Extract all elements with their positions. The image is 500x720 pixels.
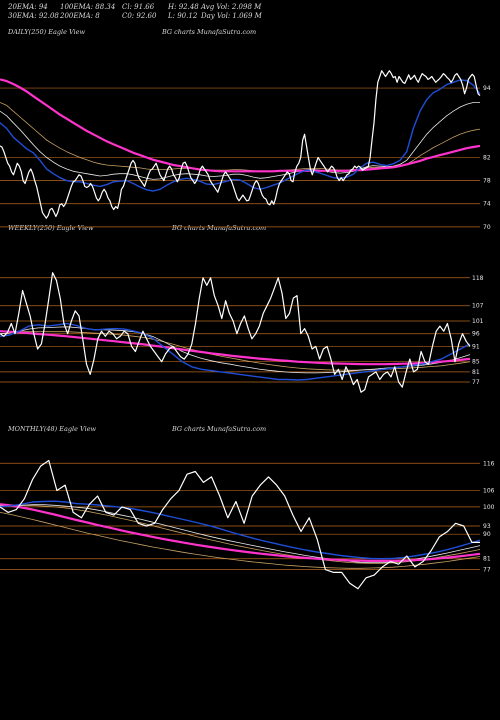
y-tick-label: 82: [483, 154, 491, 161]
daily-panel-label: DAILY(250) Eagle View: [8, 28, 86, 36]
y-tick-label: 107: [472, 303, 484, 310]
y-tick-label: 77: [472, 379, 480, 386]
series-line-ema-slow: [0, 78, 481, 173]
y-tick-label: 94: [483, 85, 491, 92]
stat-open: C0: 92.60: [122, 12, 157, 20]
daily-watermark: BG charts MunafaSutra.com: [162, 28, 257, 36]
stat-30ema: 30EMA: 92.08: [8, 12, 59, 20]
y-tick-label: 106: [483, 488, 495, 495]
y-tick-label: 81: [483, 556, 491, 563]
y-tick-label: 85: [472, 359, 480, 366]
series-line-ema-mid-b: [0, 102, 481, 172]
monthly-watermark: BG charts MunafaSutra.com: [172, 425, 267, 433]
y-tick-label: 81: [472, 369, 480, 376]
y-tick-label: 100: [483, 504, 495, 511]
series-line-price: [0, 70, 481, 219]
weekly-watermark: BG charts MunafaSutra.com: [172, 224, 267, 232]
y-tick-label: 91: [472, 343, 480, 350]
stat-100ema: 100EMA: 88.34: [60, 3, 116, 11]
stat-low: L: 90.12: [168, 12, 198, 20]
series-line-ema-fast: [0, 322, 471, 381]
stat-high: H: 92.48: [168, 3, 199, 11]
y-tick-label: 116: [483, 460, 495, 467]
series-line-ema-fast: [0, 500, 481, 560]
y-tick-label: 93: [483, 523, 491, 530]
series-line-ema-mid-a: [0, 102, 480, 180]
stat-20ema: 20EMA: 94: [8, 3, 48, 11]
series-line-price: [0, 459, 480, 590]
weekly-chart: 118 107 101 96 91 85 81 77: [0, 272, 484, 393]
stat-200ema: 200EMA: 8: [60, 12, 100, 20]
daily-chart: 94 82 78 74 70: [0, 70, 491, 231]
y-tick-label: 77: [483, 567, 491, 574]
y-tick-label: 101: [472, 318, 484, 325]
y-tick-label: 78: [483, 178, 491, 185]
stat-avg-vol: Avg Vol: 2.098 M: [201, 3, 262, 11]
series-line-price: [0, 272, 471, 393]
series-line-ema-fast: [0, 79, 481, 192]
y-tick-label: 118: [472, 275, 484, 282]
monthly-panel-label: MONTHLY(48) Eagle View: [8, 425, 97, 433]
series-line-ema-long: [0, 512, 481, 569]
y-tick-label: 70: [483, 224, 491, 231]
weekly-panel-label: WEEKLY(250) Eagle View: [8, 224, 94, 232]
stat-close: Cl: 91.66: [122, 3, 155, 11]
stat-day-vol: Day Vol: 1.069 M: [201, 12, 262, 20]
series-line-ema-slow: [0, 330, 471, 366]
y-tick-label: 74: [483, 201, 491, 208]
series-line-ema-slow: [0, 503, 481, 563]
y-tick-label: 90: [483, 531, 491, 538]
y-tick-label: 96: [472, 331, 480, 338]
